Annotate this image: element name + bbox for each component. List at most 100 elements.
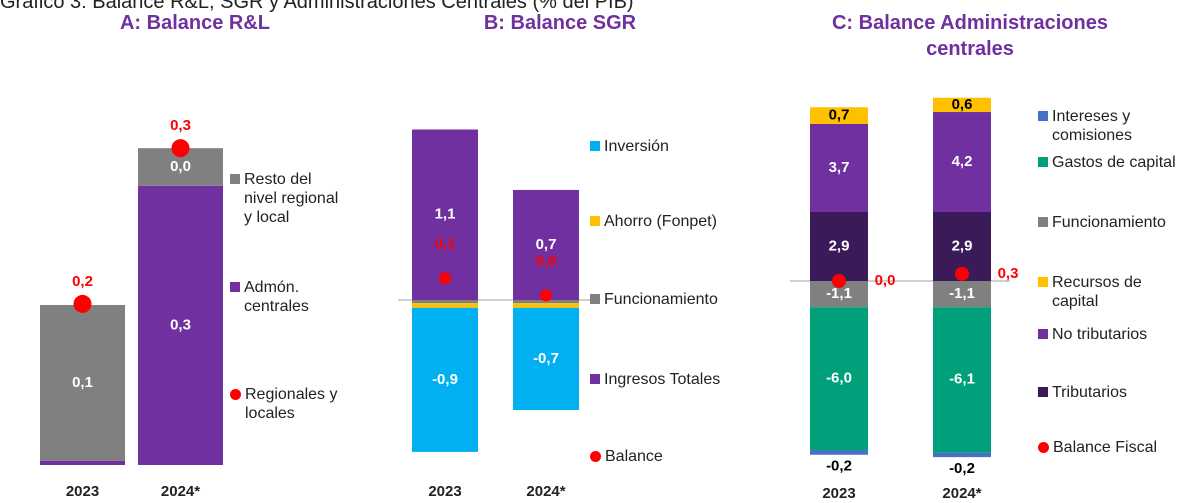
legend-marker [590,294,600,304]
value-label: 4,2 [952,153,973,170]
legend-label: Ingresos Totales [604,371,721,388]
legend-marker [590,374,600,384]
legend-item: Admón. centrales [230,278,344,316]
bar-segment [933,97,991,113]
legend-item: Recursos de capital [1038,273,1184,311]
legend-marker [1038,277,1048,287]
legend-marker [1038,442,1049,453]
legend-marker [590,216,600,226]
bar-segment [513,300,579,304]
legend-label: No tributarios [1052,326,1148,343]
legend-marker [590,451,601,462]
legend-label: Funcionamiento [1052,214,1166,231]
value-label: -0,2 [826,458,852,475]
legend-item: Intereses y comisiones [1038,107,1184,145]
bar-segment [40,460,125,465]
point [171,139,190,158]
page-title: Gráfico 3: Balance R&L, SGR y Administra… [0,0,634,13]
bar-segment [412,303,478,308]
bar-segment [138,185,223,465]
chart-title: B: Balance SGR [483,12,637,34]
value-label: -0,9 [432,371,458,388]
legend-label: Tributarios [1052,384,1127,401]
point-label: 0,2 [72,273,93,290]
legend-label: Gastos de capital [1052,154,1176,171]
legend-marker [1038,329,1048,339]
bar-segment [513,307,579,411]
legend-label: Balance Fiscal [1053,439,1158,456]
legend-label: Ahorro (Fonpet) [604,213,717,230]
bar-segment [513,303,579,308]
bar-segment [933,112,991,212]
bar-segment [40,304,125,461]
value-label: 0,6 [952,96,973,113]
bar-segment [933,307,991,453]
value-label: -1,1 [826,285,852,302]
point-label: 0,0 [875,272,896,289]
value-label: 0,7 [536,236,557,253]
legend-label: Funcionamiento [604,291,718,308]
legend-label: Recursos de capital [1052,274,1142,310]
value-label: -1,1 [949,285,975,302]
legend-item: Tributarios [1038,383,1184,402]
legend-label: Intereses y comisiones [1052,108,1133,144]
x-tick-label: 2024* [942,485,981,502]
legend-item: Funcionamiento [1038,213,1184,232]
value-label: 0,0 [170,158,191,175]
legend-item: Balance [590,447,775,466]
legend-item: No tributarios [1038,325,1184,344]
legend-marker [1038,157,1048,167]
point [439,272,451,285]
point [955,266,969,281]
legend-marker [590,141,600,151]
value-label: 1,1 [435,206,456,223]
legend-item: Gastos de capital [1038,153,1184,172]
bar-segment [412,307,478,452]
value-label: -0,7 [533,350,559,367]
legend-item: Funcionamiento [590,290,774,309]
legend-item: Resto del nivel regional y local [230,170,344,227]
legend-label: Inversión [604,138,669,155]
value-label: 0,1 [72,374,93,391]
legend-label: Regionales y locales [245,386,338,422]
legend-item: Inversión [590,137,774,156]
bar-segment [810,449,868,455]
bar-segment [810,307,868,450]
point [832,274,846,288]
legend-item: Regionales y locales [230,385,345,423]
legend-item: Ingresos Totales [590,370,774,389]
x-tick-label: 2024* [526,483,565,500]
bar-segment [412,300,478,304]
bar-segment [810,107,868,124]
x-tick-label: 2023 [66,483,99,500]
value-label: 2,9 [829,237,850,254]
x-tick-label: 2023 [822,485,855,502]
legend-marker [230,174,240,184]
value-label: -6,0 [826,370,852,387]
value-label: 2,9 [952,237,973,254]
bar-segment [412,129,478,300]
point [540,289,552,302]
legend-item: Balance Fiscal [1038,438,1185,457]
point-label: 0,3 [998,265,1019,282]
legend-label: Admón. centrales [244,279,309,315]
legend-label: Balance [605,448,663,465]
legend-marker [230,389,241,400]
value-label: 0,7 [829,107,850,124]
x-tick-label: 2023 [428,483,461,500]
value-label: 0,3 [170,316,191,333]
x-tick-label: 2024* [161,483,200,500]
value-label: -0,2 [949,460,975,477]
legend-item: Ahorro (Fonpet) [590,212,774,231]
legend-marker [1038,217,1048,227]
value-label: 3,7 [829,159,850,176]
point-label: 0,3 [170,117,191,134]
point-label: 0,0 [536,252,557,269]
point-label: 0,1 [435,235,456,252]
legend-label: Resto del nivel regional y local [244,171,339,226]
chart-title: C: Balance Administraciones centrales [831,12,1108,60]
legend-marker [1038,111,1048,121]
legend-marker [1038,387,1048,397]
